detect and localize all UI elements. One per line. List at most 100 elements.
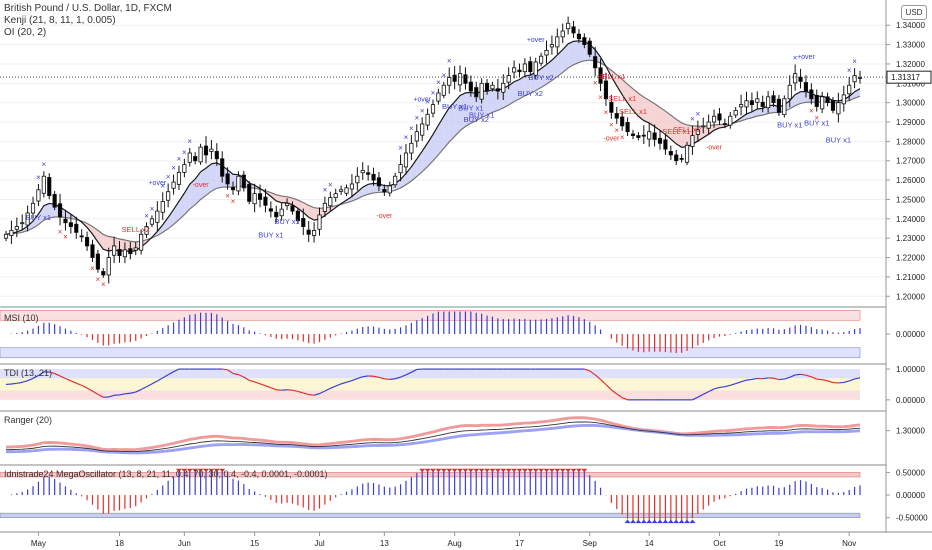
candle <box>225 167 230 190</box>
overbought-marker: × <box>793 54 798 63</box>
candle <box>598 58 603 92</box>
tdi-segment <box>124 392 131 395</box>
candle-body <box>744 100 749 108</box>
candle-body <box>587 40 592 55</box>
candle-body <box>463 74 468 84</box>
sell-signal-label: SELL x1 <box>662 127 690 136</box>
tdi-segment <box>146 383 153 388</box>
time-axis[interactable]: May 18 Jun 15 Jul 13 Aug 17 Sep 14 Oct 19 Nov <box>0 531 932 548</box>
cloud-segment <box>487 89 493 116</box>
mega-sell-arrow <box>494 468 501 473</box>
candle-body <box>479 82 484 100</box>
candle-body <box>9 230 14 236</box>
candle-body <box>830 99 836 111</box>
price-axis[interactable]: 1.34000 1.33000 1.32000 1.31000 1.30000 1.290… <box>885 0 932 532</box>
price-tick-label: 1.22000 <box>896 254 925 263</box>
pane-titles: MSI (10) TDI (13, 21) Ranger (20) Idnist… <box>4 313 328 479</box>
candle-body <box>74 223 79 233</box>
candle <box>841 85 846 112</box>
mega-sell-arrow <box>451 468 458 473</box>
candle <box>317 207 322 236</box>
candle <box>14 217 19 238</box>
mega-buy-arrow <box>673 519 680 524</box>
candle-body <box>160 200 165 213</box>
tdi-segment <box>610 389 618 395</box>
candle-body <box>625 122 630 133</box>
cloud-segment <box>643 97 650 124</box>
candle <box>360 162 365 180</box>
candle <box>74 216 79 239</box>
candle-body <box>360 170 365 174</box>
candle-body <box>841 94 846 105</box>
pane-tick-label: 1.30000 <box>896 427 925 436</box>
price-tick-label: 1.27000 <box>896 157 925 166</box>
candle <box>711 109 717 128</box>
candle <box>809 83 814 105</box>
candle <box>668 145 673 160</box>
candle <box>30 196 36 219</box>
tdi-segment <box>135 388 142 393</box>
cloud-segment <box>557 49 563 77</box>
mega-sell-arrow <box>565 468 572 473</box>
candle-body <box>517 69 522 73</box>
time-tick-label: 19 <box>774 539 783 548</box>
mega-buy-arrow <box>684 519 691 524</box>
candle <box>284 198 290 210</box>
candle-body <box>468 81 473 92</box>
mega-upper-band <box>0 472 861 478</box>
candle-body <box>36 189 41 202</box>
mega-sell-arrow <box>543 468 550 473</box>
cloud-segment <box>546 60 552 85</box>
tdi-segment <box>330 385 336 389</box>
candle-body <box>430 104 436 114</box>
candle <box>355 167 360 191</box>
cloud-segment <box>622 79 628 103</box>
tdi-segment <box>811 376 817 380</box>
candle-body <box>695 129 700 135</box>
candle-body <box>171 181 176 189</box>
candle-body <box>598 67 603 84</box>
candle <box>166 183 171 208</box>
ranger-lower-line <box>5 423 861 453</box>
time-tick-label: 15 <box>250 539 259 548</box>
candle-body <box>647 131 652 140</box>
candle-body <box>603 80 609 100</box>
mega-sell-arrow <box>175 468 182 473</box>
candle <box>160 192 165 221</box>
candle <box>506 67 511 90</box>
tdi-segment <box>773 377 780 381</box>
mega-sell-arrow <box>538 468 545 473</box>
candle <box>20 214 25 231</box>
candle-body <box>241 174 246 189</box>
tdi-segment <box>822 379 828 382</box>
cloud-segment <box>308 205 315 221</box>
kenji-slow-line <box>5 59 861 243</box>
candle <box>830 96 836 114</box>
time-tick-label: Aug <box>448 539 462 548</box>
candle <box>522 58 527 77</box>
candle <box>79 229 84 242</box>
candle <box>674 149 679 166</box>
oversold-marker: × <box>593 78 598 87</box>
candle <box>290 201 295 215</box>
tdi-segment <box>795 373 801 376</box>
overbought-marker: × <box>36 173 41 182</box>
mega-sell-arrow <box>516 468 523 473</box>
candle-body <box>263 196 268 206</box>
mega-buy-arrow <box>667 519 674 524</box>
mega-sell-arrow <box>424 468 431 473</box>
candle-body <box>398 164 403 174</box>
candle <box>203 136 209 164</box>
candle <box>171 174 176 195</box>
oversold-marker: × <box>809 106 814 115</box>
megaoscillator-pane: 0.50000 0.00000 -0.50000 <box>0 464 928 524</box>
tdi-segment <box>70 380 77 384</box>
candle <box>193 152 198 165</box>
candle <box>144 222 149 238</box>
currency-badge[interactable]: USD <box>901 5 927 20</box>
over-label: +over <box>797 54 815 61</box>
candle <box>366 165 371 181</box>
time-tick-label: Oct <box>713 539 726 548</box>
